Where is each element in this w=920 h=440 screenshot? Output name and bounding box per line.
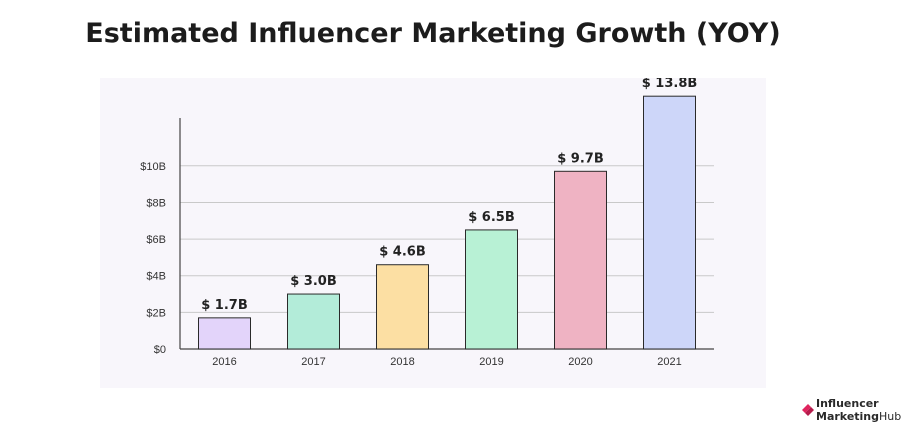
y-tick-label: $6B	[146, 234, 166, 246]
brand-mark-icon	[802, 404, 814, 416]
influencer-marketing-hub-logo: Influencer MarketingHub	[800, 395, 915, 435]
chart-title: Estimated Influencer Marketing Growth (Y…	[85, 18, 781, 49]
x-tick-label-2021: 2021	[657, 356, 681, 368]
bar-chart: $0 $2B $4B $6B $8B $10B $ 1.7B 2016 $ 3.0B 2017 $ …	[140, 78, 714, 368]
y-tick-label: $8B	[146, 197, 166, 209]
x-tick-label-2017: 2017	[301, 356, 325, 368]
bar-2016	[198, 317, 251, 350]
bar-2020	[554, 170, 607, 350]
bar-2018	[376, 264, 429, 350]
brand-line2-bold: Marketing	[816, 410, 880, 423]
data-label-2021: $ 13.8B	[642, 78, 698, 91]
x-tick-label-2019: 2019	[479, 356, 503, 368]
data-label-2019: $ 6.5B	[468, 210, 515, 225]
y-tick-label: $10B	[140, 161, 166, 173]
brand-line2-thin: Hub	[879, 410, 902, 423]
data-label-2020: $ 9.7B	[557, 151, 604, 166]
bar-2019	[465, 229, 518, 350]
data-label-2017: $ 3.0B	[290, 274, 337, 289]
data-label-2018: $ 4.6B	[379, 245, 426, 260]
x-tick-label-2020: 2020	[568, 356, 592, 368]
data-label-2016: $ 1.7B	[201, 298, 248, 313]
brand-line1: Influencer	[816, 397, 879, 410]
chart-panel: $0 $2B $4B $6B $8B $10B $ 1.7B 2016 $ 3.0B 2017 $ …	[100, 78, 766, 388]
y-tick-label: $2B	[146, 307, 166, 319]
x-tick-label-2016: 2016	[212, 356, 236, 368]
x-tick-label-2018: 2018	[390, 356, 414, 368]
y-tick-label: $0	[154, 344, 166, 356]
y-tick-label: $4B	[146, 271, 166, 283]
bar-2017	[287, 293, 340, 350]
bar-2021	[643, 95, 696, 350]
